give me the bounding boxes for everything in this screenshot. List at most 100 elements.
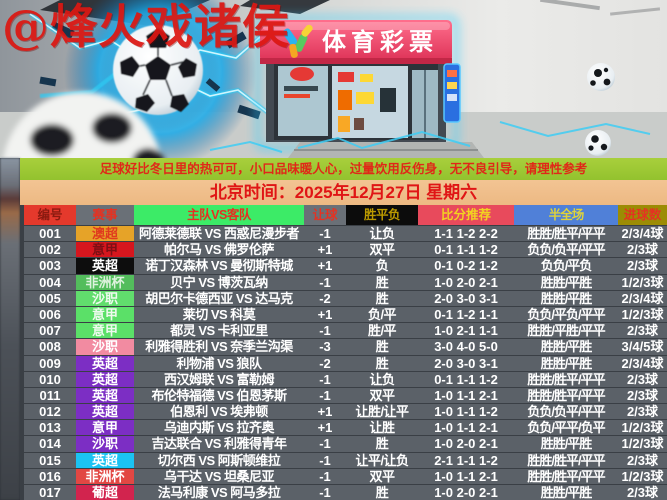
match-teams: 帕尔马 VS 佛罗伦萨 — [163, 242, 275, 258]
match-teams: 吉达联合 VS 利雅得青年 — [151, 436, 287, 452]
soccer-ball-main — [113, 25, 203, 115]
table-row: 013 意甲 乌迪内斯 VS 拉齐奥 +1 让胜 1-0 1-1 2-1 负负/… — [24, 419, 667, 436]
wdl-pick: 胜 — [375, 339, 389, 355]
table-row: 004 非洲杯 贝宁 VS 博茨瓦纳 -1 胜 1-0 2-0 2-1 胜胜/平… — [24, 273, 667, 290]
header-number: 编号 — [24, 205, 76, 225]
lottery-logo-icon — [282, 24, 313, 58]
match-number: 008 — [39, 339, 61, 355]
wdl-pick: 双平 — [369, 468, 395, 484]
league-badge: 澳超 — [76, 226, 134, 242]
handicap-value: -1 — [319, 468, 331, 484]
table-row: 002 意甲 帕尔马 VS 佛罗伦萨 +1 双平 0-1 1-1 1-2 负负/… — [24, 241, 667, 258]
hero-banner: 体育彩票 — [0, 0, 667, 158]
league-badge: 意甲 — [76, 242, 134, 258]
score-picks: 2-1 1-1 1-2 — [434, 452, 498, 468]
table-row: 001 澳超 阿德莱德联 VS 西惑尼漫步者 -1 让负 1-1 1-2 2-2… — [24, 225, 667, 242]
soccer-ball-right-top — [587, 63, 615, 91]
league-badge: 非洲杯 — [76, 274, 134, 290]
watermark-text: @烽火戏诸侯 — [2, 0, 290, 55]
header-handicap: 让球 — [304, 205, 346, 225]
goals-pick: 1/2/3球 — [621, 274, 664, 290]
lottery-storefront: 体育彩票 — [255, 15, 484, 158]
league-badge: 意甲 — [76, 306, 134, 323]
half-full-pick: 胜胜/平胜 — [540, 485, 593, 500]
wdl-pick: 胜 — [375, 355, 389, 371]
league-badge: 英超 — [76, 404, 134, 420]
header-league: 赛事 — [76, 205, 134, 225]
match-teams: 伯恩利 VS 埃弗顿 — [170, 404, 268, 420]
goals-pick: 1/2/3球 — [621, 468, 664, 484]
league-badge: 英超 — [76, 387, 134, 404]
half-full-pick: 负负/平负 — [540, 258, 593, 274]
table-row: 008 沙职 利雅得胜利 VS 奈季兰沟渠 -3 胜 3-0 4-0 5-0 胜… — [24, 338, 667, 355]
score-picks: 2-0 3-0 3-1 — [434, 355, 498, 371]
header-half-full: 半全场 — [514, 205, 618, 225]
match-teams: 都灵 VS 卡利亚里 — [170, 323, 268, 339]
score-picks: 0-1 1-1 1-2 — [434, 242, 498, 258]
league-badge: 英超 — [76, 258, 134, 274]
hero-illustration: 体育彩票 — [0, 0, 667, 158]
match-teams: 莱切 VS 科莫 — [182, 306, 256, 322]
league-badge: 沙职 — [76, 436, 134, 452]
match-number: 013 — [39, 420, 61, 436]
table-body: 001 澳超 阿德莱德联 VS 西惑尼漫步者 -1 让负 1-1 1-2 2-2… — [24, 225, 667, 500]
table-row: 012 英超 伯恩利 VS 埃弗顿 +1 让胜/让平 1-0 1-1 1-2 负… — [24, 403, 667, 420]
league-badge: 沙职 — [76, 339, 134, 355]
header-teams: 主队VS客队 — [134, 205, 304, 225]
goals-pick: 1/2/3球 — [621, 420, 664, 436]
goals-pick: 2/3球 — [626, 258, 659, 274]
half-full-pick: 胜胜/胜平/平平 — [527, 371, 605, 387]
handicap-value: +1 — [317, 258, 333, 274]
league-badge: 葡超 — [76, 485, 134, 500]
left-edge-strip — [0, 158, 20, 500]
score-picks: 2-0 3-0 3-1 — [434, 290, 498, 306]
match-number: 004 — [39, 274, 61, 290]
wdl-pick: 胜 — [375, 290, 389, 306]
match-teams: 利雅得胜利 VS 奈季兰沟渠 — [145, 339, 293, 355]
league-badge: 沙职 — [76, 290, 134, 306]
goals-pick: 2/3/4球 — [621, 355, 664, 371]
match-number: 006 — [39, 306, 61, 322]
half-full-pick: 负负/负平/平平 — [527, 242, 605, 258]
match-teams: 阿德莱德联 VS 西惑尼漫步者 — [138, 226, 300, 241]
goals-pick: 3/4/5球 — [621, 339, 664, 355]
goals-pick: 1/2/3球 — [621, 436, 664, 452]
table-row: 009 英超 利物浦 VS 狼队 -2 胜 2-0 3-0 3-1 胜胜/平胜 … — [24, 354, 667, 371]
wdl-pick: 让负 — [369, 371, 395, 387]
handicap-value: -2 — [319, 290, 331, 306]
league-badge: 意甲 — [76, 420, 134, 436]
match-teams: 胡巴尔卡德西亚 VS 达马克 — [145, 290, 293, 306]
half-full-pick: 负负/平负/平平 — [527, 306, 605, 322]
table-row: 007 意甲 都灵 VS 卡利亚里 -1 胜/平 1-0 2-1 1-1 胜胜/… — [24, 322, 667, 339]
goals-pick: 2/3/4球 — [621, 290, 664, 306]
header-wdl: 胜平负 — [346, 205, 418, 225]
handicap-value: -1 — [319, 387, 331, 403]
half-full-pick: 胜胜/平胜/平平 — [527, 323, 605, 339]
handicap-value: +1 — [317, 306, 333, 322]
score-picks: 1-0 2-0 2-1 — [434, 274, 498, 290]
match-teams: 诺丁汉森林 VS 曼彻斯特城 — [145, 258, 293, 274]
goals-pick: 2/3/4球 — [621, 226, 664, 241]
half-full-pick: 胜胜/胜平/平平 — [527, 387, 605, 403]
league-badge: 英超 — [76, 371, 134, 387]
match-teams: 乌干达 VS 坦桑尼亚 — [163, 468, 275, 484]
score-picks: 1-0 2-0 2-1 — [434, 485, 498, 500]
goals-pick: 2/3球 — [626, 452, 659, 468]
league-badge: 英超 — [76, 452, 134, 468]
handicap-value: -1 — [319, 452, 331, 468]
wdl-pick: 让负 — [369, 226, 395, 241]
half-full-pick: 胜胜/胜平/平平 — [527, 468, 605, 484]
table-row: 005 沙职 胡巴尔卡德西亚 VS 达马克 -2 胜 2-0 3-0 3-1 胜… — [24, 289, 667, 306]
handicap-value: -1 — [319, 485, 331, 500]
match-number: 005 — [39, 290, 61, 306]
match-teams: 贝宁 VS 博茨瓦纳 — [170, 274, 268, 290]
match-teams: 乌迪内斯 VS 拉齐奥 — [163, 420, 275, 436]
match-number: 012 — [39, 404, 61, 420]
wdl-pick: 双平 — [369, 387, 395, 403]
match-teams: 法马利康 VS 阿马多拉 — [157, 485, 281, 500]
handicap-value: +1 — [317, 420, 333, 436]
match-number: 017 — [39, 485, 61, 500]
half-full-pick: 负负/负平/平平 — [527, 404, 605, 420]
league-badge: 英超 — [76, 355, 134, 371]
